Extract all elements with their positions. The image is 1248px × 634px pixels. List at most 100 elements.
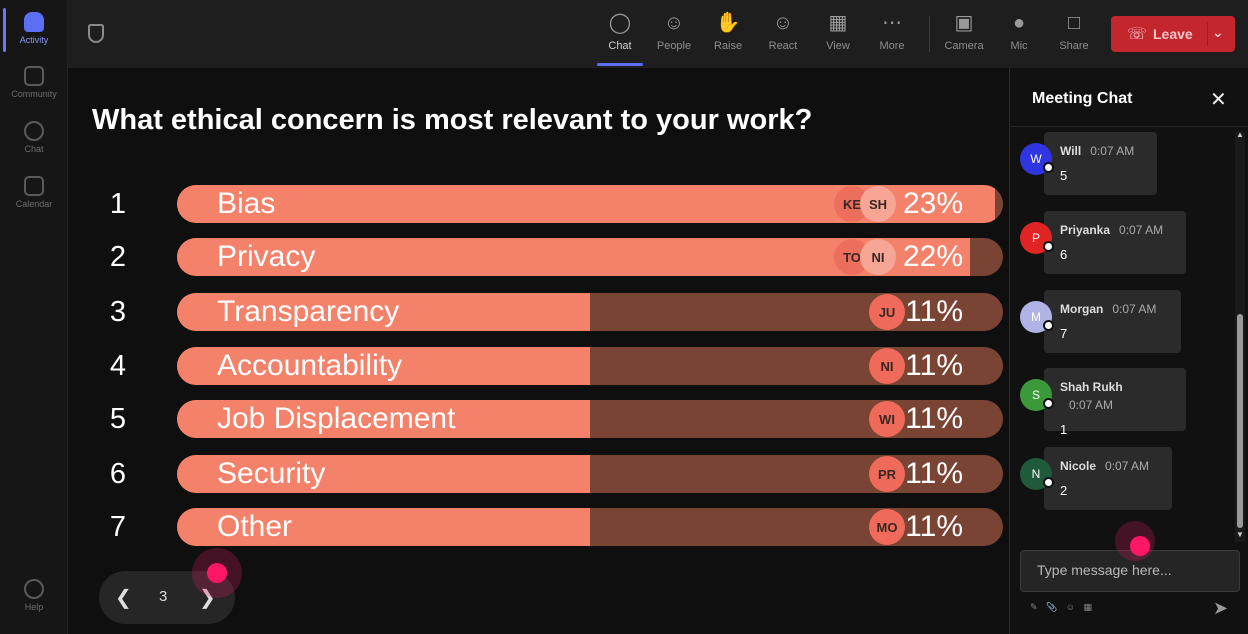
- camera-button-label: Camera: [944, 40, 984, 52]
- chevron-left-icon[interactable]: ❮: [115, 587, 132, 609]
- message-text: 2: [1060, 483, 1068, 498]
- voter-avatar: NI: [860, 239, 896, 275]
- phone-hangup-icon: ☏: [1127, 26, 1148, 43]
- poll-option-row: 7 Other 11% MO: [100, 508, 1004, 546]
- poll-option-fill: [177, 293, 590, 331]
- mic-button[interactable]: ● Mic: [992, 10, 1046, 52]
- message-text: 1: [1060, 422, 1068, 437]
- poll-option-label: Security: [217, 457, 326, 490]
- voter-avatar: JU: [869, 294, 905, 330]
- poll-option-fill: [177, 347, 590, 385]
- poll-option-percent: 11%: [905, 402, 963, 435]
- mic-button-label: Mic: [1010, 40, 1028, 52]
- poll-option-number: 1: [109, 188, 127, 220]
- smiley-icon: ☺: [772, 12, 794, 34]
- message-timestamp: 0:07 AM: [1069, 398, 1114, 412]
- poll-option-label: Accountability: [217, 349, 403, 382]
- scroll-down-icon[interactable]: ▼: [1236, 530, 1244, 539]
- avatar-initial: P: [1031, 231, 1040, 245]
- rail-item-calendar[interactable]: Calendar: [0, 176, 68, 209]
- rail-item-activity[interactable]: Activity: [0, 12, 68, 45]
- poll-option-label: Privacy: [217, 240, 316, 273]
- hand-icon: ✋: [715, 12, 741, 34]
- poll-option-percent: 11%: [905, 295, 963, 328]
- people-button[interactable]: ☺ People: [647, 10, 701, 52]
- shield-icon: [88, 24, 104, 43]
- poll-option-row: 6 Security 11% PR: [100, 455, 1004, 493]
- sender-name: Shah Rukh: [1060, 380, 1123, 394]
- avatar-initial: N: [1031, 467, 1041, 481]
- react-button[interactable]: ☺ React: [756, 10, 810, 52]
- chat-icon: [24, 121, 44, 141]
- rail-item-label: Chat: [24, 144, 44, 154]
- presence-status-icon: [1043, 241, 1054, 252]
- poll-option-number: 4: [109, 350, 127, 382]
- leave-button[interactable]: ☏ Leave ⌄: [1111, 16, 1235, 52]
- meeting-chat-panel: Meeting Chat ✕ Will 0:07 AM 5 W Priyanka 0:07…: [1009, 68, 1248, 634]
- left-rail: Activity Community Chat Calendar Help: [0, 0, 68, 634]
- scroll-thumb[interactable]: [1237, 314, 1243, 528]
- view-button-label: View: [826, 40, 850, 52]
- message-text: 7: [1060, 326, 1068, 341]
- rail-item-label: Activity: [19, 35, 49, 45]
- raise-hand-button[interactable]: ✋ Raise: [701, 10, 755, 52]
- rail-active-indicator: [3, 8, 6, 52]
- message-bubble: Priyanka 0:07 AM 6: [1044, 211, 1186, 274]
- chat-button[interactable]: ◯ Chat: [593, 10, 647, 52]
- poll-option-row: 4 Accountability 11% NI: [100, 347, 1004, 385]
- message-text: 6: [1060, 247, 1068, 262]
- format-toolbar[interactable]: ✎ 📎 ☺ ▦: [1030, 602, 1095, 612]
- pointer-highlight: [192, 548, 242, 598]
- avatar: S: [1020, 379, 1054, 411]
- poll-option-fill: [177, 400, 590, 438]
- poll-option-bar: Transparency 11% JU: [177, 293, 1003, 331]
- message-timestamp: 0:07 AM: [1119, 223, 1164, 237]
- avatar-initial: S: [1031, 388, 1040, 402]
- poll-option-percent: 11%: [905, 457, 963, 490]
- person-icon: ☺: [663, 12, 685, 34]
- voter-avatar: PR: [869, 456, 905, 492]
- more-button[interactable]: ⋯ More: [865, 10, 919, 52]
- share-button-label: Share: [1059, 40, 1089, 52]
- avatar-initial: W: [1030, 152, 1042, 166]
- share-button[interactable]: □ Share: [1047, 10, 1101, 52]
- poll-option-label: Transparency: [217, 295, 400, 328]
- camera-off-icon: ▣: [954, 12, 974, 34]
- poll-option-label: Bias: [217, 187, 276, 220]
- sender-name: Morgan: [1060, 302, 1104, 316]
- poll-option-number: 3: [109, 296, 127, 328]
- view-button[interactable]: ▦ View: [811, 10, 865, 52]
- rail-item-chat[interactable]: Chat: [0, 121, 68, 154]
- message-bubble: Shah Rukh 0:07 AM 1: [1044, 368, 1186, 437]
- poll-option-bar: Job Displacement 11% WI: [177, 400, 1003, 438]
- scroll-up-icon[interactable]: ▲: [1236, 130, 1244, 139]
- grid-icon: ▦: [828, 12, 848, 34]
- close-icon[interactable]: ✕: [1210, 89, 1227, 111]
- poll-option-bar: Privacy 22% TO NI: [177, 238, 1003, 276]
- calendar-icon: [24, 176, 44, 196]
- chat-header: Meeting Chat ✕: [1010, 68, 1248, 127]
- community-icon: [24, 66, 44, 86]
- leave-divider: [1207, 22, 1208, 46]
- chat-scrollbar[interactable]: ▲ ▼: [1235, 130, 1245, 542]
- page-number: 3: [159, 588, 168, 605]
- more-button-label: More: [879, 40, 905, 52]
- rail-item-label: Calendar: [15, 199, 53, 209]
- camera-button[interactable]: ▣ Camera: [937, 10, 991, 52]
- poll-option-percent: 11%: [905, 349, 963, 382]
- people-button-label: People: [656, 40, 692, 52]
- message-bubble: Will 0:07 AM 5: [1044, 132, 1157, 195]
- send-icon[interactable]: ➤: [1213, 598, 1229, 618]
- chevron-down-icon[interactable]: ⌄: [1212, 24, 1224, 40]
- rail-item-help[interactable]: Help: [0, 579, 68, 612]
- sender-name: Nicole: [1060, 459, 1097, 473]
- voter-avatar: SH: [860, 186, 896, 222]
- share-screen-icon: □: [1067, 12, 1081, 34]
- avatar-initial: M: [1031, 310, 1041, 324]
- rail-item-community[interactable]: Community: [0, 66, 68, 99]
- voter-avatar: MO: [869, 509, 905, 545]
- toolbar-divider: [929, 16, 930, 52]
- message-timestamp: 0:07 AM: [1090, 144, 1135, 158]
- chevron-right-icon[interactable]: ❯: [199, 587, 216, 609]
